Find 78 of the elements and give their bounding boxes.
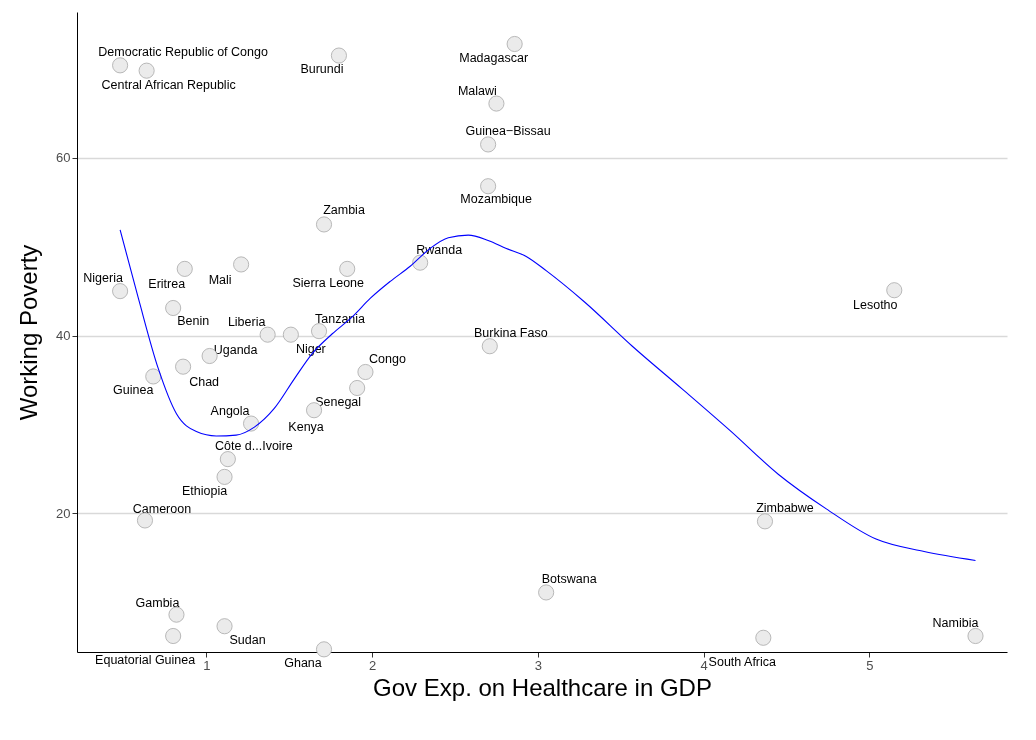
annotation: Namibia [932,616,979,630]
annotation: Chad [189,374,220,389]
annotation: Eritrea [148,276,186,291]
point [481,338,498,355]
point [967,628,984,644]
y-tick-label: 40 [56,328,71,344]
x-tick-label: 5 [866,657,874,673]
annotation: Mali [208,273,232,288]
annotation: Mozambique [460,192,532,207]
point [488,95,505,112]
annotation: Botswana [541,572,597,587]
point [145,368,162,385]
annotation: Ghana [284,656,322,671]
annotation: Lesotho [853,298,898,313]
annotation: South Africa [708,654,777,669]
point [216,618,233,635]
point [480,136,497,153]
x-tick-label: 1 [203,657,211,673]
point [316,641,332,658]
annotation: Democratic Republic of Congo [98,45,268,60]
point [138,62,155,79]
point [506,36,523,52]
point [316,216,332,233]
y-axis-title: Working Poverty [15,244,43,421]
point [176,260,193,277]
x-tick-label: 4 [700,657,708,673]
point [112,283,129,300]
annotation: Cameroon [132,502,192,517]
point [165,628,182,644]
annotation: Burkina Faso [473,326,548,341]
x-tick-label: 3 [534,657,542,673]
x-axis-title: Gov Exp. on Healthcare in GDP [373,673,712,701]
annotation: Ethiopia [181,483,228,498]
annotation: Côte d...Ivoire [214,439,293,454]
y-tick-label: 60 [56,150,71,166]
point [175,358,192,375]
point [216,468,233,485]
annotation: Sudan [229,633,266,648]
annotation: Guinea [113,383,154,398]
point [311,323,328,340]
annotation: Madagascar [459,51,529,65]
point [886,282,903,299]
point [168,606,185,623]
point [349,380,366,396]
annotation: Liberia [227,314,266,329]
point [339,260,356,277]
annotation: Sierra Leone [292,275,365,290]
point [480,178,497,195]
x-tick-label: 2 [368,657,377,673]
annotation: Equatorial Guinea [95,653,196,667]
point [136,512,153,529]
point [112,57,129,74]
point [755,629,772,646]
annotation: Senegal [315,395,362,409]
y-tick-label: 20 [56,505,71,521]
point [219,451,236,468]
annotation: Congo [369,352,406,366]
point [357,364,374,380]
point [330,47,347,64]
annotation: Malawi [457,83,497,98]
point [538,584,555,601]
annotation: Kenya [288,420,324,435]
point [282,326,299,343]
annotation: Angola [210,403,250,418]
annotation: Zimbabwe [756,501,814,516]
point [412,254,429,271]
point [233,256,250,273]
annotation: Central African Republic [101,77,236,92]
annotation: Burundi [300,61,344,76]
annotation: Zambia [323,203,365,218]
point [259,326,276,343]
point [756,513,773,530]
annotation: Gambia [135,595,180,610]
point [165,300,182,316]
annotation: Nigeria [83,271,123,286]
annotation: Uganda [213,343,258,357]
annotation: Guinea−Bissau [465,124,551,139]
annotation: Benin [177,314,210,328]
